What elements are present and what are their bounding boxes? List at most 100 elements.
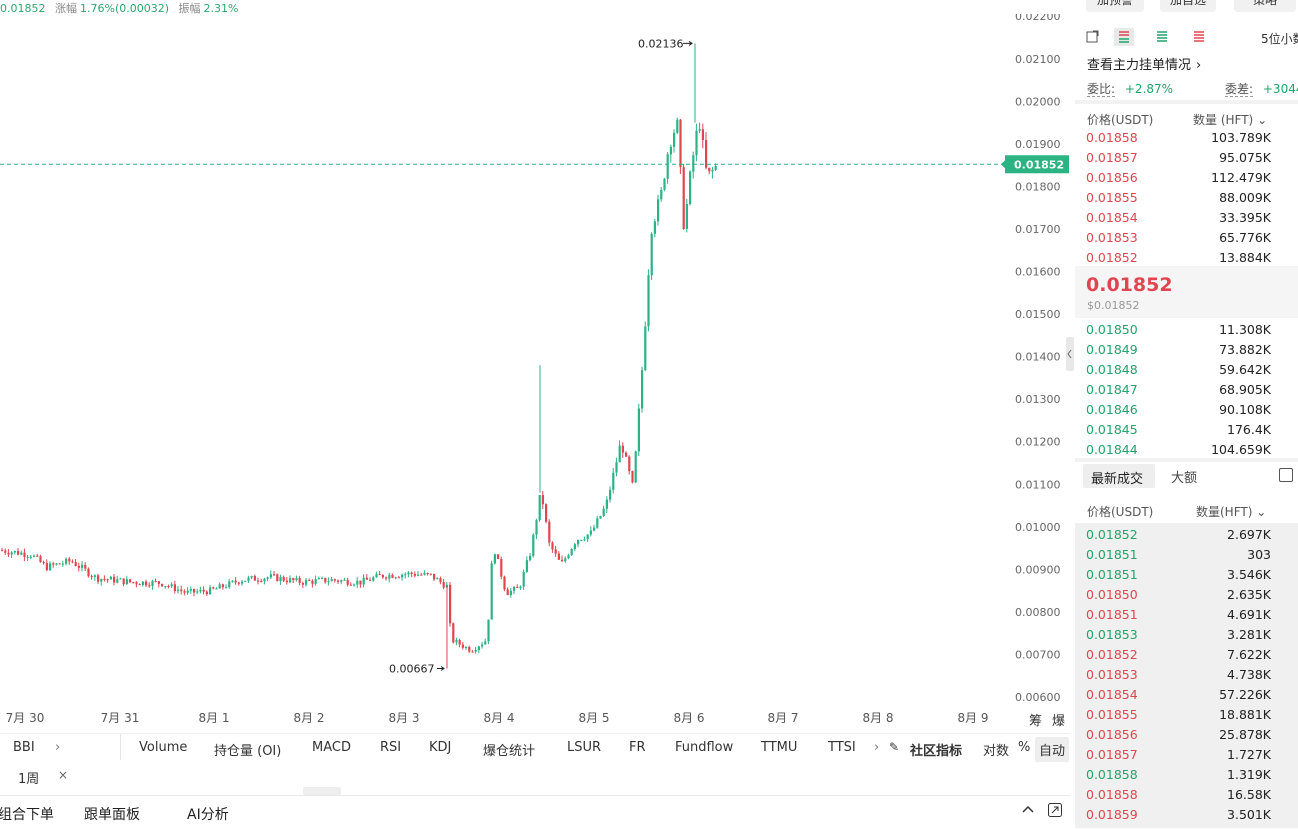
bid-row[interactable]: 0.01844 104.659K — [1075, 440, 1298, 460]
row-qty: 104.659K — [1211, 442, 1271, 457]
candlestick-chart[interactable]: 0.02200 0.02100 0.02000 0.01900 0.01800 0.017… — [0, 10, 1070, 708]
ask-row[interactable]: 0.01854 33.395K — [1075, 208, 1298, 228]
x-tick-label: 8月 8 — [862, 711, 894, 725]
candle-body — [506, 589, 509, 596]
trade-row[interactable]: 0.01850 2.635K — [1075, 585, 1298, 605]
chevron-right-icon: › — [1196, 58, 1202, 73]
row-price: 0.01853 — [1086, 230, 1138, 245]
trade-row[interactable]: 0.01859 3.501K — [1075, 805, 1298, 825]
trade-row[interactable]: 0.01851 4.691K — [1075, 605, 1298, 625]
trades-qty-header[interactable]: 数量(HFT) ⌄ — [1196, 503, 1266, 520]
edit-icon[interactable]: ✎ — [889, 740, 900, 754]
candle-body — [705, 139, 708, 168]
ask-row[interactable]: 0.01855 88.009K — [1075, 188, 1298, 208]
add-alert-button[interactable]: 加预警 — [1086, 0, 1144, 12]
bids-view-icon[interactable] — [1152, 28, 1172, 46]
bid-row[interactable]: 0.01846 90.108K — [1075, 400, 1298, 420]
candle-body — [522, 571, 525, 587]
candle-body — [401, 574, 404, 578]
chip-distribution-button[interactable]: 筹 — [1029, 714, 1043, 729]
auto-scale-toggle[interactable]: 自动 — [1035, 737, 1070, 762]
bid-row[interactable]: 0.01845 176.4K — [1075, 420, 1298, 440]
tab-copy-trading[interactable]: 跟单面板 — [84, 807, 140, 823]
candle-body — [221, 584, 224, 588]
candle-body — [689, 171, 692, 204]
chevron-right-icon[interactable]: › — [55, 740, 61, 755]
indicator-lsur[interactable]: LSUR — [567, 740, 602, 755]
y-tick-label: 0.01100 — [1015, 478, 1061, 491]
trade-row[interactable]: 0.01851 303 — [1075, 545, 1298, 565]
candle-body — [458, 640, 461, 645]
trade-row[interactable]: 0.01852 2.697K — [1075, 525, 1298, 545]
chevron-right-icon[interactable]: › — [874, 740, 880, 755]
y-tick-label: 0.01400 — [1015, 351, 1061, 364]
community-indicators[interactable]: 社区指标 — [910, 744, 963, 759]
indicator-macd[interactable]: MACD — [312, 740, 351, 755]
asks-view-icon[interactable] — [1189, 28, 1209, 46]
strategy-button[interactable]: 策略 — [1234, 0, 1296, 12]
indicator-bbi[interactable]: BBI — [13, 740, 35, 755]
bid-row[interactable]: 0.01847 68.905K — [1075, 380, 1298, 400]
bid-row[interactable]: 0.01850 11.308K — [1075, 320, 1298, 340]
trade-row[interactable]: 0.01853 4.738K — [1075, 665, 1298, 685]
expand-icon[interactable] — [1047, 802, 1063, 822]
panel-resize-handle[interactable] — [303, 787, 341, 800]
percent-scale-toggle[interactable]: % — [1018, 740, 1031, 755]
indicator-fundflow[interactable]: Fundflow — [675, 740, 734, 755]
large-trades-checkbox[interactable] — [1279, 468, 1293, 482]
candle-body — [29, 556, 32, 558]
candle-body — [433, 573, 436, 580]
chart-svg[interactable]: 0.02200 0.02100 0.02000 0.01900 0.01800 0.017… — [0, 10, 1070, 708]
indicator-ttsi[interactable]: TTSI — [828, 740, 856, 755]
tab-combo-order[interactable]: 组合下单 — [0, 807, 54, 823]
period-tag[interactable]: 1周 — [18, 772, 40, 787]
indicator-ttmu[interactable]: TTMU — [761, 740, 798, 755]
chevron-up-icon[interactable] — [1021, 802, 1035, 820]
indicator-rsi[interactable]: RSI — [380, 740, 402, 755]
bid-row[interactable]: 0.01849 73.882K — [1075, 340, 1298, 360]
close-icon[interactable]: × — [58, 768, 69, 782]
indicator-liquidation[interactable]: 爆仓统计 — [483, 744, 536, 759]
trade-row[interactable]: 0.01854 57.226K — [1075, 685, 1298, 705]
log-scale-toggle[interactable]: 对数 — [983, 744, 1010, 759]
ask-row[interactable]: 0.01856 112.479K — [1075, 168, 1298, 188]
ask-row[interactable]: 0.01857 95.075K — [1075, 148, 1298, 168]
trade-row[interactable]: 0.01855 18.881K — [1075, 705, 1298, 725]
decimal-selector[interactable]: 5位小数 — [1261, 32, 1298, 46]
indicator-oi[interactable]: 持仓量 (OI) — [214, 744, 282, 759]
add-watchlist-button[interactable]: 加自选 — [1160, 0, 1216, 12]
candle-body — [503, 576, 506, 590]
candle-body — [618, 445, 621, 463]
candle-body — [426, 573, 429, 575]
liquidation-button[interactable]: 爆 — [1052, 714, 1066, 729]
trade-row[interactable]: 0.01852 7.622K — [1075, 645, 1298, 665]
candle-body — [692, 155, 695, 172]
collapse-panel-handle[interactable] — [1066, 337, 1074, 371]
trade-row[interactable]: 0.01856 25.878K — [1075, 725, 1298, 745]
tab-ai-analysis[interactable]: AI分析 — [187, 807, 229, 823]
x-tick-label: 8月 9 — [957, 711, 989, 725]
candle-body — [567, 555, 570, 559]
trade-row[interactable]: 0.01857 1.727K — [1075, 745, 1298, 765]
indicator-fr[interactable]: FR — [629, 740, 646, 755]
trade-row[interactable]: 0.01853 3.281K — [1075, 625, 1298, 645]
candle-body — [244, 580, 247, 582]
candle-body — [167, 585, 170, 587]
main-orders-link[interactable]: 查看主力挂单情况 › — [1087, 54, 1201, 73]
ob-qty-header[interactable]: 数量 (HFT) ⌄ — [1193, 111, 1267, 128]
trade-row[interactable]: 0.01858 1.319K — [1075, 765, 1298, 785]
ask-row[interactable]: 0.01858 103.789K — [1075, 128, 1298, 148]
popout-icon[interactable] — [1083, 28, 1103, 46]
indicator-volume[interactable]: Volume — [139, 740, 188, 755]
bid-row[interactable]: 0.01848 59.642K — [1075, 360, 1298, 380]
ask-row[interactable]: 0.01852 13.884K — [1075, 248, 1298, 268]
candle-body — [660, 189, 663, 200]
trade-row[interactable]: 0.01858 16.58K — [1075, 785, 1298, 805]
both-sides-view-icon[interactable] — [1114, 28, 1134, 46]
tab-latest-trades[interactable]: 最新成交 — [1083, 464, 1155, 488]
candle-body — [36, 555, 39, 557]
trade-row[interactable]: 0.01851 3.546K — [1075, 565, 1298, 585]
ask-row[interactable]: 0.01853 65.776K — [1075, 228, 1298, 248]
tab-large-trades[interactable]: 大额 — [1171, 471, 1198, 486]
indicator-kdj[interactable]: KDJ — [429, 740, 452, 755]
